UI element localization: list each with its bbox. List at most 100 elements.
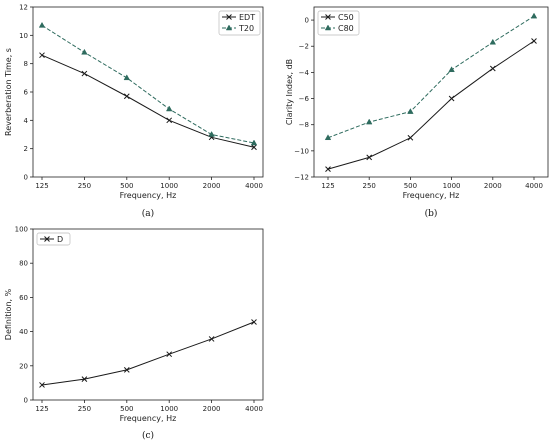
series-line-EDT xyxy=(41,54,255,148)
x-tick-label: 125 xyxy=(35,182,48,190)
y-tick-label: 100 xyxy=(15,226,28,234)
panel-caption: (b) xyxy=(425,208,438,219)
chart-panel-2: 125 250 500 1000 2000 4000 −12 −10 −8 −6 −4 −2 0 Freq… xyxy=(285,6,549,219)
plot-frame xyxy=(32,228,264,401)
y-tick-label: −2 xyxy=(299,43,309,51)
x-tick-label: 1000 xyxy=(443,182,461,190)
x-axis-label: Frequency, Hz xyxy=(120,191,177,200)
data-point-T20 xyxy=(81,48,88,55)
x-tick-label: 250 xyxy=(78,405,91,413)
y-tick-label: −12 xyxy=(294,174,309,182)
data-point-C50 xyxy=(366,154,373,161)
data-point-C80 xyxy=(407,108,414,114)
legend: EDT T20 xyxy=(218,10,261,36)
x-tick-label: 1000 xyxy=(160,182,178,190)
y-tick-label: 20 xyxy=(19,362,28,370)
series-line-T20 xyxy=(41,24,255,144)
y-tick-label: 4 xyxy=(24,117,29,125)
data-point-EDT xyxy=(166,117,173,124)
y-tick-label: −4 xyxy=(299,69,310,77)
series-T20 xyxy=(38,21,258,146)
data-point-D xyxy=(81,376,88,382)
data-point-C50 xyxy=(531,38,537,44)
series-D xyxy=(39,319,257,388)
legend-marker-EDT xyxy=(226,14,232,20)
y-tick-label: 0 xyxy=(24,397,28,405)
x-tick-label: 125 xyxy=(35,405,48,413)
legend-marker-C50 xyxy=(325,14,331,20)
data-point-C80 xyxy=(489,38,497,45)
chart-panel-1: 125 250 500 1000 2000 4000 0 2 4 6 8 10 12 Frequency,… xyxy=(4,4,264,219)
data-point-C80 xyxy=(530,12,538,19)
panel-caption: (a) xyxy=(142,208,154,219)
y-tick-label: −8 xyxy=(299,121,309,129)
x-axis-label: Frequency, Hz xyxy=(120,414,177,423)
data-point-EDT xyxy=(39,52,45,59)
x-tick-label: 125 xyxy=(321,182,334,190)
data-point-D xyxy=(166,351,173,358)
x-tick-label: 2000 xyxy=(203,405,221,413)
x-tick-label: 500 xyxy=(404,182,417,190)
x-tick-label: 2000 xyxy=(484,182,502,190)
y-axis-label: Reverberation Time, s xyxy=(4,48,13,136)
y-axis-label: Clarity Index, dB xyxy=(285,59,294,125)
y-tick-label: 40 xyxy=(19,328,28,336)
x-tick-label: 4000 xyxy=(245,182,263,190)
x-tick-label: 1000 xyxy=(160,405,178,413)
data-point-EDT xyxy=(251,144,257,151)
y-tick-label: 0 xyxy=(24,174,28,182)
data-point-C50 xyxy=(489,65,496,72)
x-tick-label: 2000 xyxy=(203,182,221,190)
data-point-C80 xyxy=(365,118,373,125)
y-tick-label: 0 xyxy=(305,17,309,25)
legend-marker-D xyxy=(44,236,50,242)
y-tick-label: −6 xyxy=(299,95,310,103)
series-EDT xyxy=(39,52,257,151)
data-point-T20 xyxy=(208,130,215,137)
data-point-C50 xyxy=(448,95,455,102)
x-tick-label: 500 xyxy=(120,182,133,190)
legend-label-C80: C80 xyxy=(338,24,354,33)
x-tick-label: 4000 xyxy=(525,182,543,190)
series-line-C50 xyxy=(327,40,535,170)
data-point-T20 xyxy=(123,74,131,81)
data-point-C80 xyxy=(448,66,455,73)
series-line-D xyxy=(41,321,255,386)
data-point-T20 xyxy=(38,21,46,28)
data-point-D xyxy=(251,319,257,325)
series-C80 xyxy=(324,12,538,141)
legend-label-C50: C50 xyxy=(338,13,354,22)
y-tick-label: 6 xyxy=(24,89,29,97)
x-tick-label: 250 xyxy=(78,182,91,190)
data-point-EDT xyxy=(81,70,88,77)
data-point-D xyxy=(39,382,45,388)
data-point-D xyxy=(208,336,215,342)
data-point-C50 xyxy=(325,166,331,173)
data-point-T20 xyxy=(165,105,173,112)
data-point-C50 xyxy=(407,134,414,141)
y-tick-label: 8 xyxy=(24,60,28,68)
data-point-T20 xyxy=(250,139,258,146)
y-tick-label: 60 xyxy=(19,294,28,302)
legend-marker-T20 xyxy=(225,24,233,31)
plot-frame xyxy=(313,6,549,178)
legend-label-T20: T20 xyxy=(238,24,254,33)
y-tick-label: 80 xyxy=(19,260,28,268)
legend-label-D: D xyxy=(57,235,63,244)
y-tick-label: 12 xyxy=(19,4,28,12)
series-C50 xyxy=(325,38,537,173)
data-point-C80 xyxy=(324,134,332,141)
x-axis-label: Frequency, Hz xyxy=(403,191,460,200)
series-line-C80 xyxy=(327,15,535,139)
legend-marker-C80 xyxy=(324,24,332,31)
x-tick-label: 500 xyxy=(120,405,133,413)
y-tick-label: 10 xyxy=(19,32,28,40)
y-tick-label: 2 xyxy=(24,145,28,153)
chart-panel-3: 125 250 500 1000 2000 4000 0 20 40 60 80 100 Frequen… xyxy=(4,226,264,441)
legend-label-EDT: EDT xyxy=(239,13,255,22)
x-tick-label: 250 xyxy=(363,182,376,190)
data-point-D xyxy=(123,367,130,373)
y-tick-label: −10 xyxy=(294,147,309,155)
